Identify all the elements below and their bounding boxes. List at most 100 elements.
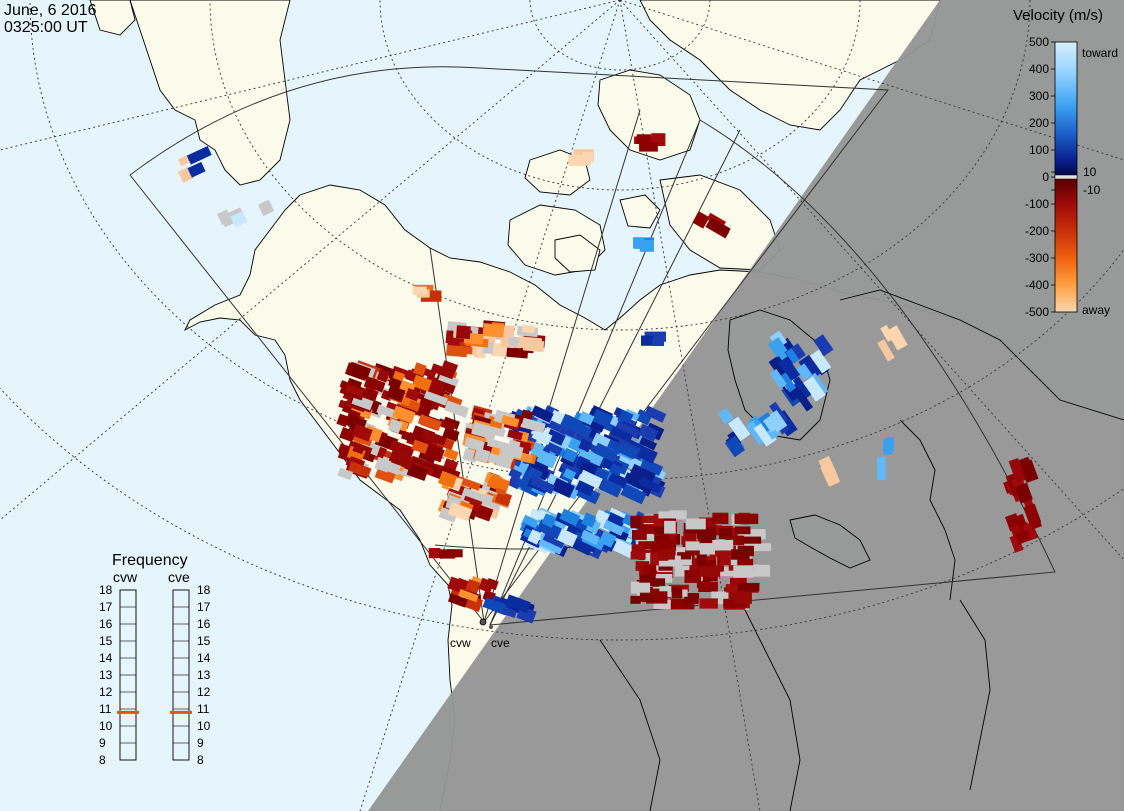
velocity-cell xyxy=(717,567,735,577)
velocity-cell xyxy=(670,598,695,610)
velocity-cell xyxy=(712,512,729,525)
velocity-cell xyxy=(521,324,536,334)
velocity-cell xyxy=(388,439,415,458)
velocity-cell xyxy=(712,539,734,551)
velocity-cell xyxy=(444,400,470,418)
velocity-cell xyxy=(527,529,543,545)
velocity-legend-title: Velocity (m/s) xyxy=(1013,7,1103,24)
velocity-cell xyxy=(578,411,595,426)
velocity-cell xyxy=(438,507,458,523)
radar-stations: cvw cve xyxy=(450,618,510,650)
velocity-cell xyxy=(421,429,447,446)
velocity-cell xyxy=(617,409,634,426)
velocity-cell xyxy=(718,528,733,539)
velocity-cell xyxy=(791,343,806,360)
velocity-cell xyxy=(652,338,664,346)
velocity-cell xyxy=(683,531,697,541)
velocity-cell xyxy=(610,426,633,443)
velocity-cell xyxy=(637,515,660,523)
velocity-cell xyxy=(461,495,483,513)
velocity-cell xyxy=(639,592,655,602)
velocity-cell xyxy=(725,535,745,546)
velocity-cell xyxy=(730,578,747,587)
velocity-cell xyxy=(580,529,600,546)
velocity-cell xyxy=(583,515,596,528)
cve-station-marker xyxy=(489,625,493,629)
velocity-cell xyxy=(423,374,449,394)
velocity-cell xyxy=(742,529,754,539)
velocity-cell xyxy=(685,541,704,551)
velocity-cell xyxy=(601,479,622,497)
velocity-cell xyxy=(719,553,731,566)
frequency-scale-label: 15 xyxy=(197,634,211,648)
velocity-cell xyxy=(473,447,491,463)
velocity-cell xyxy=(818,455,838,480)
velocity-cell xyxy=(541,513,557,528)
velocity-cell xyxy=(347,361,372,380)
velocity-cell xyxy=(733,565,754,578)
frequency-cve-label: cve xyxy=(168,569,190,585)
velocity-cell xyxy=(664,520,676,534)
velocity-cell xyxy=(374,467,396,484)
velocity-cell xyxy=(638,541,658,550)
velocity-cell xyxy=(362,387,379,402)
velocity-cell xyxy=(506,347,529,359)
velocity-cell xyxy=(530,405,554,423)
velocity-cell xyxy=(671,587,683,599)
frequency-title: Frequency xyxy=(112,552,188,569)
velocity-cell xyxy=(639,575,656,587)
velocity-cell xyxy=(653,599,671,609)
velocity-cell xyxy=(635,533,659,545)
frequency-scale-label: 18 xyxy=(197,583,211,597)
velocity-cell xyxy=(636,134,651,144)
velocity-cell xyxy=(734,590,752,604)
timestamp: June, 6 2016 0325:00 UT xyxy=(4,2,97,36)
velocity-cell xyxy=(503,325,515,338)
velocity-cell xyxy=(699,567,721,577)
velocity-cell xyxy=(732,539,755,552)
frequency-scale-label: 11 xyxy=(197,702,210,716)
velocity-cell xyxy=(685,518,706,530)
velocity-cell xyxy=(485,578,499,591)
velocity-cell xyxy=(217,209,232,225)
velocity-cell xyxy=(652,578,666,589)
velocity-cell xyxy=(575,479,595,497)
velocity-cell xyxy=(635,561,650,571)
velocity-cell xyxy=(392,405,416,424)
velocity-cell xyxy=(518,336,543,350)
velocity-cell xyxy=(1009,534,1024,553)
velocity-cell xyxy=(374,456,392,473)
velocity-cell xyxy=(536,519,563,540)
velocity-cell xyxy=(530,475,556,495)
velocity-cell xyxy=(748,529,766,540)
night-coastlines xyxy=(599,289,1124,811)
velocity-cell xyxy=(778,356,801,382)
frequency-scale-label: 17 xyxy=(197,600,211,614)
velocity-cell xyxy=(388,462,401,473)
frequency-scale-label: 13 xyxy=(99,668,113,682)
cvw-station-label: cvw xyxy=(450,636,471,650)
velocity-cell xyxy=(388,418,403,434)
velocity-cell xyxy=(337,467,354,481)
frequency-scale-label: 12 xyxy=(99,685,113,699)
velocity-cell xyxy=(438,470,458,489)
date-label: June, 6 2016 xyxy=(4,2,97,19)
velocity-cell xyxy=(609,463,624,477)
velocity-cell xyxy=(639,239,654,252)
velocity-legend-ticks: 500400300200100100-10-100-200-300-400-50… xyxy=(1025,35,1101,319)
velocity-cell xyxy=(1008,458,1026,484)
velocity-cell xyxy=(785,347,802,364)
velocity-cell xyxy=(230,211,248,228)
velocity-cell xyxy=(684,570,702,583)
velocity-cell xyxy=(386,385,406,403)
velocity-cell xyxy=(482,597,507,615)
cvw-fov-outline xyxy=(129,66,889,623)
velocity-cell xyxy=(412,286,427,295)
frequency-scale: 18 18 17 17 16 16 15 15 14 14 13 13 12 12 11 11 10 10 9 9 8 8 xyxy=(99,583,211,767)
legend-tick-label: 300 xyxy=(1029,89,1049,103)
velocity-cell xyxy=(630,595,641,604)
radar-velocity-cells xyxy=(177,133,1042,624)
velocity-cell xyxy=(731,549,750,560)
arctic-island-b xyxy=(554,234,601,273)
velocity-cell xyxy=(351,423,373,442)
